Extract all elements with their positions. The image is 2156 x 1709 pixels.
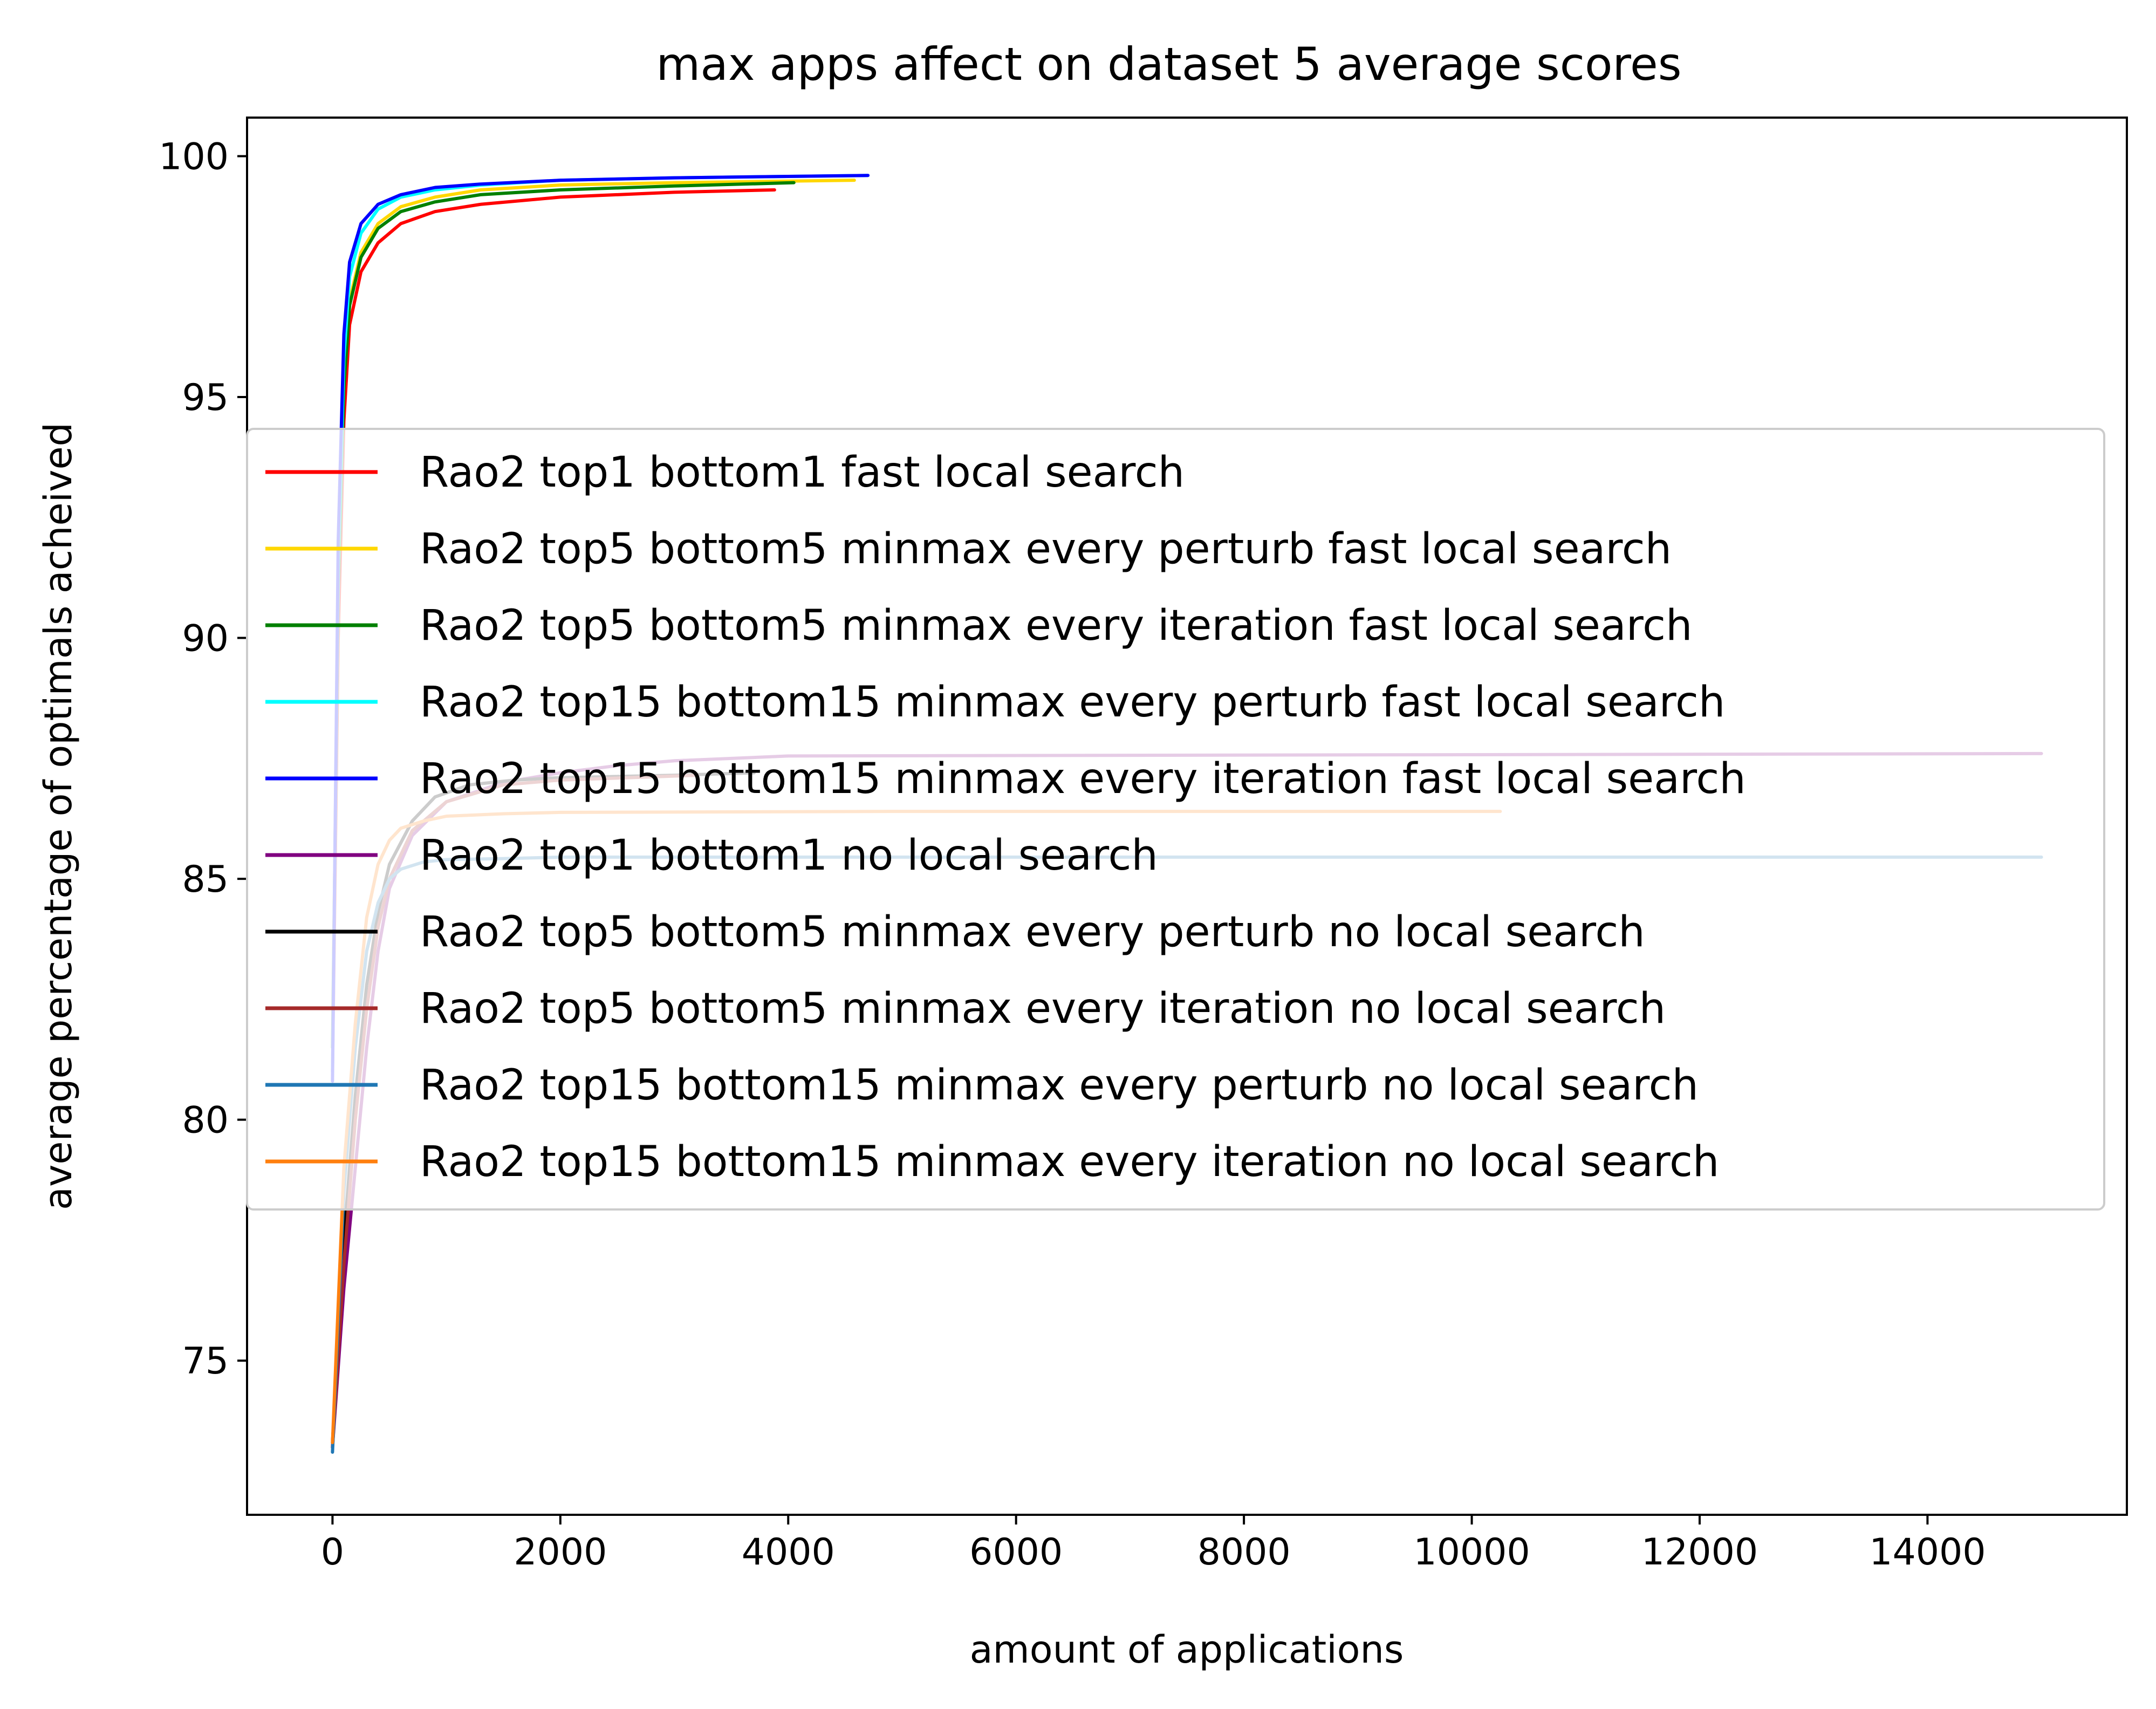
- x-tick-label: 12000: [1641, 1531, 1758, 1574]
- axes-layer: 0 2000 4000 6000 8000 10000 12000 14000 75 80 85 90…: [159, 135, 1986, 1574]
- x-tick-label: 10000: [1413, 1531, 1530, 1574]
- legend-label: Rao2 top15 bottom15 minmax every perturb…: [420, 678, 1725, 727]
- x-tick-label: 0: [321, 1531, 344, 1574]
- legend-label: Rao2 top5 bottom5 minmax every perturb n…: [420, 908, 1645, 956]
- x-tick-label: 8000: [1197, 1531, 1291, 1574]
- x-axis-label: amount of applications: [970, 1628, 1404, 1672]
- y-tick-label: 90: [182, 618, 229, 660]
- y-tick-label: 80: [182, 1099, 229, 1142]
- legend-label: Rao2 top1 bottom1 no local search: [420, 831, 1158, 880]
- legend-label: Rao2 top15 bottom15 minmax every iterati…: [420, 1138, 1719, 1186]
- y-tick-label: 85: [182, 858, 229, 901]
- legend-label: Rao2 top15 bottom15 minmax every perturb…: [420, 1061, 1699, 1110]
- y-tick-label: 75: [182, 1340, 229, 1383]
- legend: Rao2 top1 bottom1 fast local search Rao2 …: [246, 428, 2105, 1211]
- legend-label: Rao2 top5 bottom5 minmax every perturb f…: [420, 525, 1672, 573]
- y-axis-label: average percentage of optimals acheived: [36, 422, 80, 1210]
- y-tick-label: 95: [182, 377, 229, 419]
- chart-title: max apps affect on dataset 5 average sco…: [656, 38, 1682, 91]
- legend-label: Rao2 top5 bottom5 minmax every iteration…: [420, 601, 1692, 650]
- legend-label: Rao2 top15 bottom15 minmax every iterati…: [420, 755, 1746, 803]
- legend-frame: [246, 428, 2105, 1211]
- x-tick-label: 14000: [1869, 1531, 1986, 1574]
- x-tick-label: 2000: [514, 1531, 607, 1574]
- legend-label: Rao2 top1 bottom1 fast local search: [420, 448, 1185, 497]
- x-tick-label: 4000: [742, 1531, 835, 1574]
- legend-label: Rao2 top5 bottom5 minmax every iteration…: [420, 985, 1666, 1033]
- x-tick-label: 6000: [969, 1531, 1063, 1574]
- y-tick-label: 100: [159, 135, 229, 178]
- series-line-5: [331, 174, 870, 1083]
